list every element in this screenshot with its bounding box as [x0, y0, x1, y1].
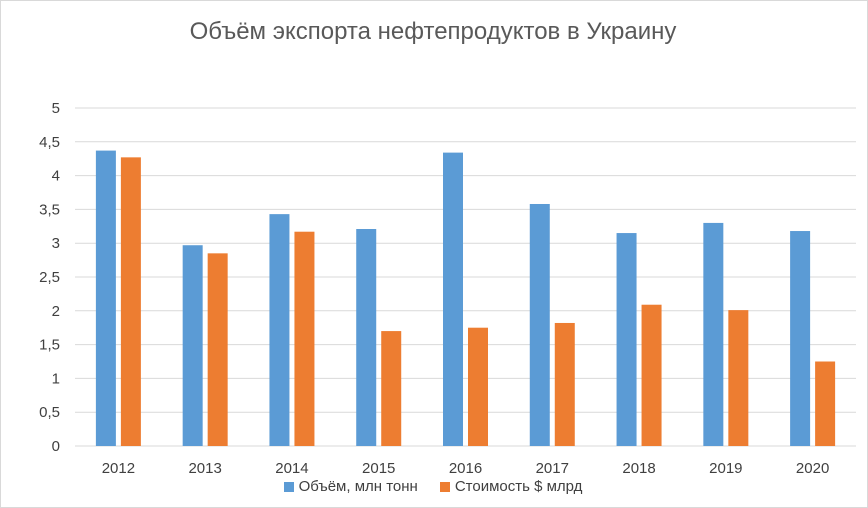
x-tick-label: 2019	[709, 460, 742, 477]
x-tick-label: 2017	[536, 460, 569, 477]
gridlines	[75, 107, 856, 447]
bar-volume-2019	[703, 222, 724, 446]
y-tick-label: 1	[52, 370, 60, 387]
bar-volume-2020	[790, 231, 811, 446]
bar-cost-2014	[294, 231, 315, 446]
y-tick-label: 0,5	[39, 404, 60, 421]
chart-title: Объём экспорта нефтепродуктов в Украину	[189, 18, 677, 45]
bar-volume-2015	[356, 229, 377, 446]
y-tick-label: 0	[52, 438, 60, 455]
bars	[95, 150, 836, 446]
y-tick-label: 5	[52, 100, 60, 117]
bar-cost-2018	[641, 304, 662, 446]
bar-volume-2017	[529, 203, 550, 446]
bar-cost-2013	[207, 253, 228, 446]
bar-cost-2016	[468, 327, 488, 446]
y-tick-label: 1,5	[39, 337, 60, 354]
y-tick-label: 4	[52, 168, 60, 185]
legend-label-volume: Объём, млн тонн	[298, 478, 418, 495]
bar-cost-2015	[381, 331, 402, 446]
x-axis-labels: 2012 2013 2014 2015 2016 2017 2018 2019 2020	[102, 460, 830, 477]
x-tick-label: 2013	[188, 460, 221, 477]
x-tick-label: 2012	[102, 460, 135, 477]
bar-volume-2018	[616, 233, 637, 446]
legend-swatch-volume	[283, 481, 294, 492]
x-tick-label: 2020	[796, 460, 829, 477]
legend-item-volume: Объём, млн тонн	[283, 478, 418, 495]
legend-item-cost: Стоимость $ млрд	[439, 478, 583, 495]
legend-swatch-cost	[439, 481, 450, 492]
y-tick-label: 3	[52, 235, 60, 252]
bar-volume-2016	[443, 152, 463, 446]
y-tick-label: 2	[52, 303, 60, 320]
legend: Объём, млн тонн Стоимость $ млрд	[0, 478, 866, 495]
x-tick-label: 2015	[362, 460, 395, 477]
bar-volume-2014	[269, 214, 290, 446]
bar-cost-2019	[728, 310, 749, 446]
y-tick-label: 4,5	[39, 134, 60, 151]
bar-volume-2012	[95, 150, 116, 446]
x-tick-label: 2014	[275, 460, 308, 477]
legend-label-cost: Стоимость $ млрд	[454, 478, 583, 495]
y-tick-label: 3,5	[39, 201, 60, 218]
bar-volume-2013	[182, 245, 203, 446]
bar-cost-2012	[120, 157, 141, 446]
x-tick-label: 2016	[449, 460, 482, 477]
bar-cost-2017	[554, 322, 575, 446]
y-tick-label: 2,5	[39, 269, 60, 286]
bar-cost-2020	[815, 361, 836, 446]
x-tick-label: 2018	[622, 460, 655, 477]
y-axis-labels: 0 0,5 1 1,5 2 2,5 3 3,5 4 4,5 5	[39, 100, 60, 455]
